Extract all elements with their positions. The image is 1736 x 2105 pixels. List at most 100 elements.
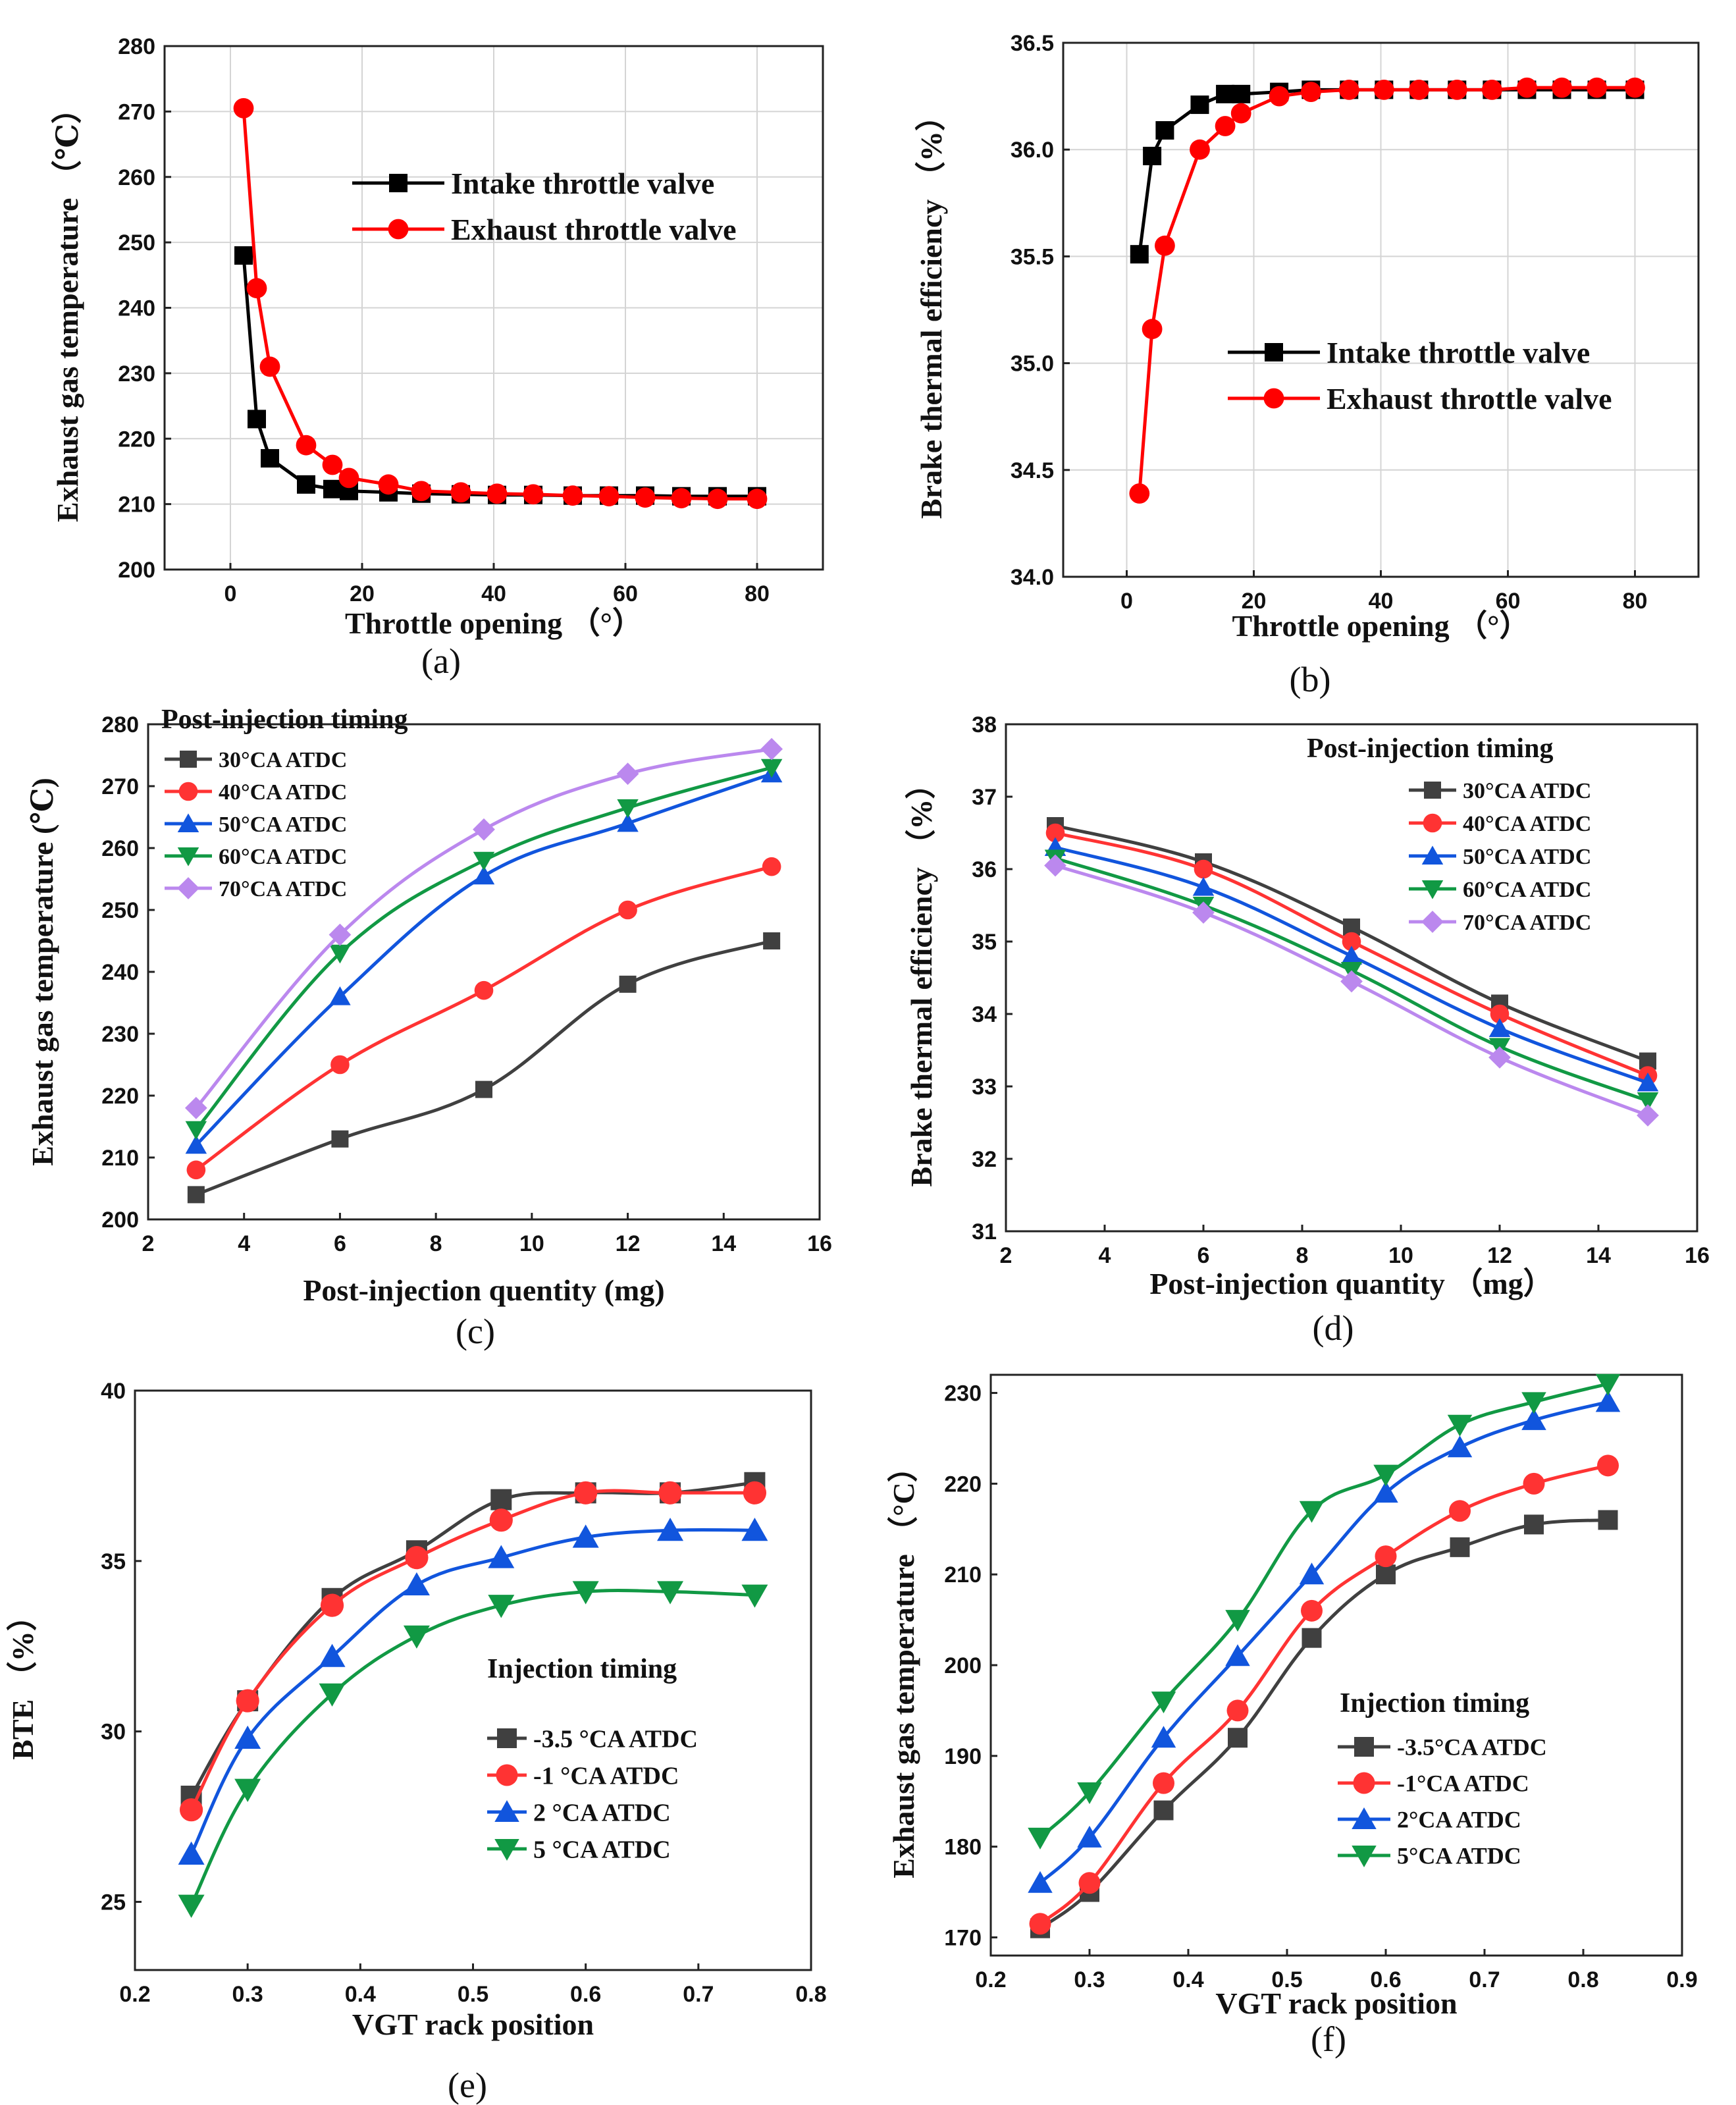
data-point xyxy=(475,1080,492,1098)
data-point xyxy=(1269,86,1290,107)
data-point xyxy=(259,356,280,377)
legend-label: 2 °CA ATDC xyxy=(533,1799,671,1826)
x-tick-label: 16 xyxy=(807,1231,832,1256)
data-point xyxy=(1450,1537,1470,1557)
panel-label-e: (e) xyxy=(448,2065,487,2105)
x-tick-label: 0.8 xyxy=(795,1982,826,2007)
legend-label: 30°CA ATDC xyxy=(219,748,347,772)
y-axis-title: BTE （%） xyxy=(6,1601,39,1760)
legend-marker xyxy=(1354,1737,1374,1757)
legend-marker xyxy=(1352,1846,1377,1867)
data-point xyxy=(1143,146,1162,165)
data-point xyxy=(319,1643,346,1667)
y-axis-title: Brake thermal efficiency （%） xyxy=(905,769,938,1187)
y-axis-title: Exhaust gas temperature (℃) xyxy=(26,778,59,1166)
y-tick-label: 32 xyxy=(972,1147,997,1172)
x-tick-label: 6 xyxy=(334,1231,346,1256)
data-point xyxy=(490,1489,512,1510)
data-point xyxy=(489,1508,513,1532)
data-point xyxy=(1521,1408,1546,1430)
legend-title: Injection timing xyxy=(487,1654,677,1684)
legend-marker xyxy=(389,174,408,192)
data-point xyxy=(1447,1414,1473,1437)
legend-title: Post-injection timing xyxy=(1307,733,1553,764)
y-tick-label: 200 xyxy=(101,1208,139,1233)
y-tick-label: 210 xyxy=(118,493,155,518)
y-tick-label: 260 xyxy=(118,165,155,190)
y-tick-label: 220 xyxy=(944,1472,982,1497)
y-tick-label: 34 xyxy=(972,1002,997,1027)
x-axis-title: Throttle opening （°） xyxy=(345,606,643,640)
data-point xyxy=(1373,1464,1398,1487)
data-point xyxy=(1153,1800,1174,1821)
data-point xyxy=(1077,1782,1102,1804)
y-tick-label: 280 xyxy=(118,34,155,59)
x-tick-label: 0.9 xyxy=(1666,1967,1697,1992)
legend-label: 60°CA ATDC xyxy=(219,845,347,869)
data-point xyxy=(762,857,781,876)
y-tick-label: 31 xyxy=(972,1219,997,1244)
y-tick-label: 230 xyxy=(944,1381,982,1406)
data-point xyxy=(405,1546,429,1570)
panel-a-chart: 0 20 40 60 80 200 210 220 230 240 250 260 270 280 Thro… xyxy=(51,34,824,640)
x-tick-label: 0.3 xyxy=(232,1982,263,2007)
data-point xyxy=(297,475,315,494)
y-tick-label: 37 xyxy=(972,785,997,810)
y-tick-label: 35.5 xyxy=(1011,244,1054,269)
legend-marker xyxy=(1424,782,1441,799)
data-point xyxy=(1232,84,1251,103)
data-point xyxy=(329,986,351,1005)
y-tick-label: 230 xyxy=(101,1022,139,1047)
x-tick-label: 80 xyxy=(745,581,770,606)
data-point xyxy=(1228,1728,1248,1748)
x-tick-label: 20 xyxy=(350,581,375,606)
series-line-5 xyxy=(194,747,772,1109)
data-point xyxy=(1301,1599,1323,1622)
data-point xyxy=(1595,1373,1621,1396)
plot-frame xyxy=(1005,723,1698,1233)
data-point xyxy=(1523,1472,1545,1495)
y-tick-label: 220 xyxy=(101,1084,139,1109)
data-point xyxy=(1342,932,1361,951)
data-point xyxy=(1155,235,1175,256)
legend-label: -3.5 °CA ATDC xyxy=(533,1725,698,1753)
data-point xyxy=(184,1096,207,1119)
legend-marker xyxy=(177,813,199,832)
data-point xyxy=(473,865,495,885)
panel-label-a: (a) xyxy=(421,641,461,681)
data-point xyxy=(1225,1610,1250,1632)
data-point xyxy=(743,1481,767,1505)
x-tick-label: 60 xyxy=(1496,589,1521,614)
data-point xyxy=(1449,1500,1471,1522)
legend-marker xyxy=(177,847,199,866)
legend-label: 30°CA ATDC xyxy=(1463,779,1591,803)
x-tick-label: 0.5 xyxy=(458,1982,488,2007)
y-tick-label: 34.5 xyxy=(1011,458,1054,483)
legend-marker xyxy=(1265,343,1283,361)
data-point xyxy=(1300,82,1321,103)
y-tick-label: 240 xyxy=(101,960,139,985)
x-tick-label: 0.7 xyxy=(683,1982,714,2007)
x-axis-title: Throttle opening （°） xyxy=(1232,609,1529,643)
y-tick-label: 210 xyxy=(944,1562,982,1587)
data-point xyxy=(185,1134,207,1154)
data-point xyxy=(411,481,432,502)
x-tick-label: 0 xyxy=(1120,589,1133,614)
x-tick-label: 16 xyxy=(1685,1243,1710,1268)
x-tick-label: 0.2 xyxy=(975,1967,1006,1992)
legend-marker xyxy=(497,1728,517,1748)
data-point xyxy=(617,799,639,818)
x-tick-label: 20 xyxy=(1242,589,1267,614)
data-point xyxy=(1517,77,1537,98)
data-point xyxy=(1216,84,1235,103)
y-tick-label: 220 xyxy=(118,427,155,452)
data-point xyxy=(1155,121,1174,140)
data-point xyxy=(1028,1871,1053,1893)
data-point xyxy=(488,1595,515,1618)
x-tick-label: 0.5 xyxy=(1271,1967,1302,1992)
data-point xyxy=(1045,823,1065,843)
legend-marker xyxy=(1421,911,1444,933)
data-point xyxy=(523,484,544,505)
panel-label-c: (c) xyxy=(456,1312,495,1351)
y-tick-label: 190 xyxy=(944,1744,982,1769)
